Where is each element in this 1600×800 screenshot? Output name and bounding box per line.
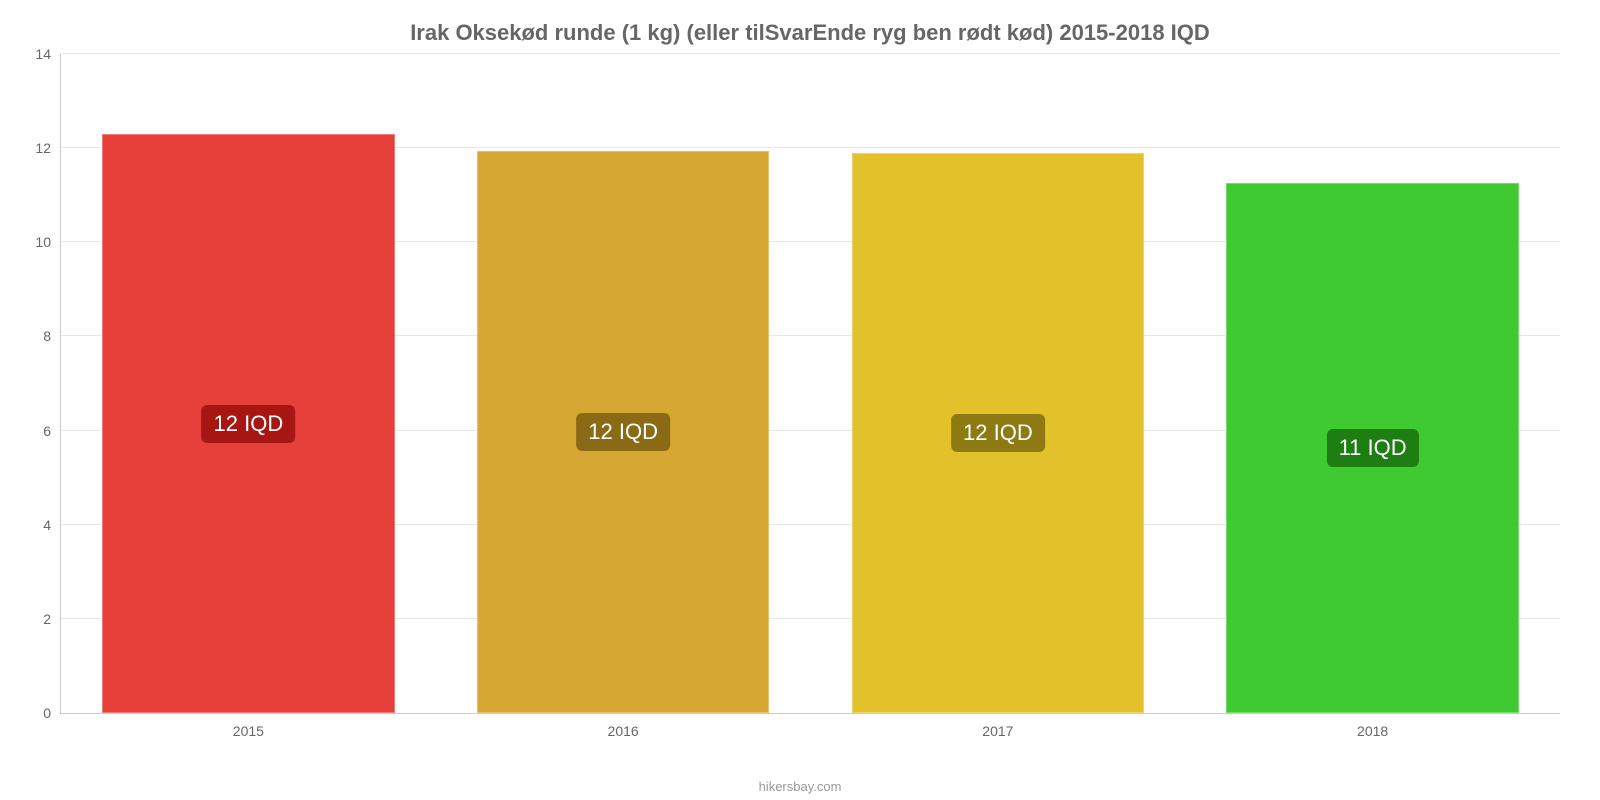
bar-slot: 12 IQD2015 <box>61 54 436 713</box>
xtick-label: 2017 <box>982 713 1013 739</box>
chart-title: Irak Oksekød runde (1 kg) (eller tilSvar… <box>60 20 1560 46</box>
bar-slot: 12 IQD2016 <box>436 54 811 713</box>
bar: 12 IQD <box>477 151 769 714</box>
plot-area: 12 IQD201512 IQD201612 IQD201711 IQD2018… <box>60 54 1560 714</box>
ytick-label: 10 <box>35 234 61 250</box>
xtick-label: 2015 <box>233 713 264 739</box>
ytick-label: 6 <box>43 423 61 439</box>
attribution-text: hikersbay.com <box>0 779 1600 794</box>
bar-value-label: 12 IQD <box>951 414 1045 452</box>
bar-slot: 12 IQD2017 <box>811 54 1186 713</box>
bar-slot: 11 IQD2018 <box>1185 54 1560 713</box>
xtick-label: 2016 <box>608 713 639 739</box>
chart-container: Irak Oksekød runde (1 kg) (eller tilSvar… <box>60 20 1560 760</box>
bar: 11 IQD <box>1226 183 1518 713</box>
bar-value-label: 12 IQD <box>202 405 296 443</box>
bar: 12 IQD <box>102 134 394 713</box>
bar-value-label: 11 IQD <box>1327 429 1419 467</box>
ytick-label: 2 <box>43 611 61 627</box>
bar-value-label: 12 IQD <box>576 413 670 451</box>
xtick-label: 2018 <box>1357 713 1388 739</box>
ytick-label: 12 <box>35 140 61 156</box>
ytick-label: 4 <box>43 517 61 533</box>
ytick-label: 0 <box>43 705 61 721</box>
ytick-label: 14 <box>35 46 61 62</box>
bars-layer: 12 IQD201512 IQD201612 IQD201711 IQD2018 <box>61 54 1560 713</box>
bar: 12 IQD <box>852 153 1144 713</box>
ytick-label: 8 <box>43 328 61 344</box>
